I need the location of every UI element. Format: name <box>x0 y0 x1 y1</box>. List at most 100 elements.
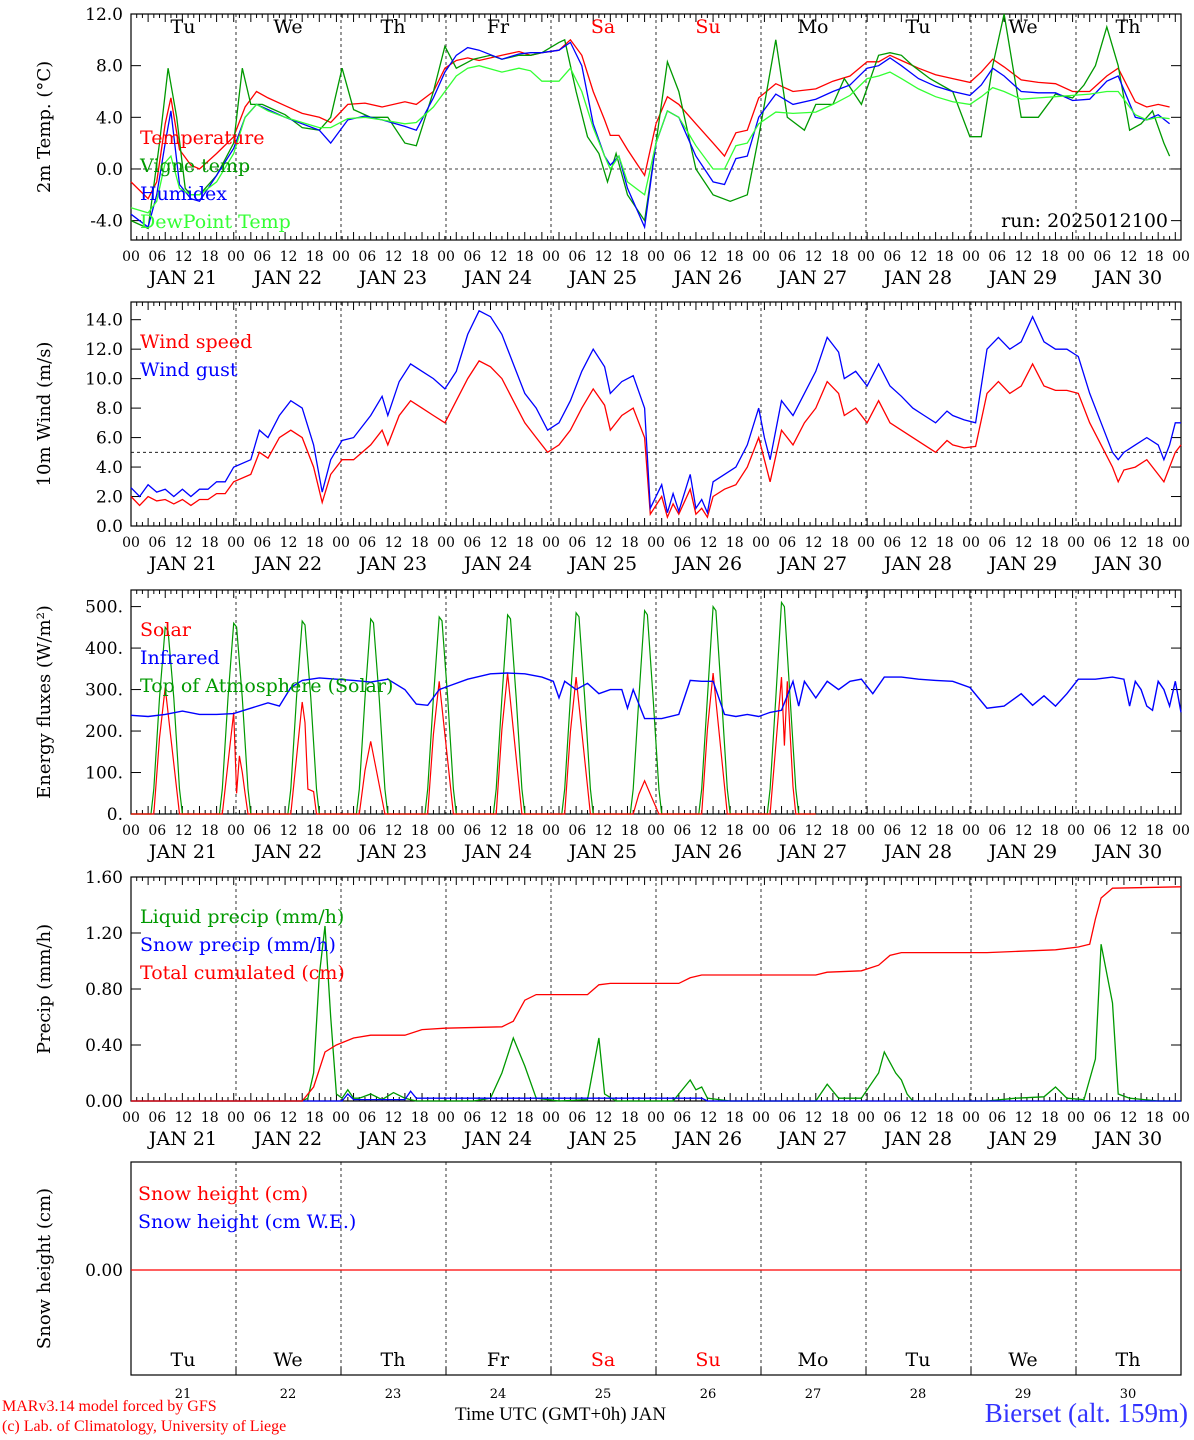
date-label: JAN 26 <box>672 553 742 575</box>
legend-vigne-temp: Vigne temp <box>139 155 250 177</box>
hour-tick-label: 12 <box>700 1110 718 1126</box>
hour-tick-label: 18 <box>1041 823 1059 839</box>
date-label: JAN 25 <box>567 841 637 863</box>
hour-tick-label: 18 <box>936 535 954 551</box>
hour-tick-label: 12 <box>385 823 403 839</box>
hour-tick-label: 06 <box>778 249 796 265</box>
legend-temperature: Temperature <box>140 127 264 149</box>
date-label: JAN 28 <box>882 553 952 575</box>
hour-tick-label: 00 <box>1067 249 1085 265</box>
hour-tick-label: 06 <box>358 249 376 265</box>
series-temperature <box>130 38 1170 200</box>
date-label: JAN 27 <box>777 553 847 575</box>
hour-tick-label: 06 <box>1093 823 1111 839</box>
hour-tick-label: 06 <box>463 249 481 265</box>
series-wind-gust <box>130 309 1181 515</box>
hour-tick-label: 18 <box>411 535 429 551</box>
hour-tick-label: 06 <box>778 535 796 551</box>
hour-tick-label: 06 <box>883 249 901 265</box>
date-label: JAN 24 <box>462 267 532 289</box>
hour-tick-label: 18 <box>621 823 639 839</box>
day-number: 25 <box>595 1387 612 1402</box>
y-tick-label: 6.0 <box>96 429 123 449</box>
hour-tick-label: 18 <box>831 1110 849 1126</box>
series-solar <box>404 681 474 815</box>
legend-wind-gust: Wind gust <box>140 359 238 381</box>
hour-tick-label: 18 <box>831 249 849 265</box>
date-label: JAN 24 <box>462 1128 532 1150</box>
hour-tick-label: 06 <box>358 823 376 839</box>
hour-tick-label: 12 <box>910 535 928 551</box>
day-label: Tu <box>171 1349 196 1371</box>
series-solar <box>541 677 611 815</box>
series-top-of-atmosphere-solar <box>199 621 268 815</box>
hour-tick-label: 06 <box>463 535 481 551</box>
hour-tick-label: 00 <box>962 1110 980 1126</box>
series-snow-precip-mm-h- <box>131 1090 1181 1102</box>
hour-tick-label: 06 <box>883 535 901 551</box>
y-axis-label: 2m Temp. (°C) <box>34 61 55 193</box>
legend-total-cumulated-cm-: Total cumulated (cm) <box>140 962 345 984</box>
y-axis-label: 10m Wind (m/s) <box>34 342 55 487</box>
y-tick-label: 8.0 <box>96 399 123 419</box>
date-label: JAN 28 <box>882 841 952 863</box>
hour-tick-label: 06 <box>148 823 166 839</box>
date-label: JAN 29 <box>987 553 1057 575</box>
hour-tick-label: 18 <box>306 249 324 265</box>
day-number: 26 <box>700 1387 717 1402</box>
day-label: Th <box>381 1349 406 1371</box>
hour-tick-label: 06 <box>253 823 271 839</box>
day-label: We <box>273 16 302 38</box>
series-top-of-atmosphere-solar <box>747 600 816 815</box>
day-label: We <box>1008 16 1037 38</box>
date-label: JAN 24 <box>462 553 532 575</box>
hour-tick-label: 12 <box>175 535 193 551</box>
hour-tick-label: 06 <box>988 249 1006 265</box>
hour-tick-label: 12 <box>490 823 508 839</box>
hour-tick-label: 12 <box>175 1110 193 1126</box>
date-label: JAN 27 <box>777 267 847 289</box>
hour-tick-label: 18 <box>201 249 219 265</box>
hour-tick-label: 12 <box>910 823 928 839</box>
date-label: JAN 30 <box>1092 1128 1162 1150</box>
date-label: JAN 28 <box>882 1128 952 1150</box>
hour-tick-label: 00 <box>332 249 350 265</box>
y-axis-label: Energy fluxes (W/m²) <box>34 605 55 799</box>
legend-top-of-atmosphere-solar-: Top of Atmosphere (Solar) <box>140 675 393 697</box>
hour-tick-label: 00 <box>752 1110 770 1126</box>
hour-tick-label: 12 <box>385 1110 403 1126</box>
hour-tick-label: 00 <box>752 249 770 265</box>
hour-tick-label: 12 <box>1015 1110 1033 1126</box>
day-label: Mo <box>798 1349 829 1371</box>
day-label: Th <box>381 16 406 38</box>
series-solar <box>199 712 268 815</box>
hour-tick-label: 06 <box>568 249 586 265</box>
hour-tick-label: 18 <box>411 823 429 839</box>
series-top-of-atmosphere-solar <box>268 619 337 815</box>
hour-tick-label: 00 <box>962 249 980 265</box>
hour-tick-label: 18 <box>936 823 954 839</box>
y-tick-label: 14.0 <box>85 311 123 331</box>
day-label: Tu <box>906 1349 931 1371</box>
date-label: JAN 22 <box>252 267 322 289</box>
hour-tick-label: 18 <box>831 535 849 551</box>
hour-tick-label: 00 <box>122 249 140 265</box>
y-tick-label: 0. <box>107 805 123 825</box>
series-infrared <box>130 672 1182 720</box>
hour-tick-label: 18 <box>726 823 744 839</box>
hour-tick-label: 06 <box>988 1110 1006 1126</box>
hour-tick-label: 00 <box>542 249 560 265</box>
hour-tick-label: 00 <box>1067 535 1085 551</box>
date-label: JAN 25 <box>567 267 637 289</box>
series-solar <box>610 779 679 815</box>
y-axis-label: Snow height (cm) <box>34 1188 55 1349</box>
date-label: JAN 21 <box>147 1128 217 1150</box>
hour-tick-label: 00 <box>962 535 980 551</box>
hour-tick-label: 18 <box>411 1110 429 1126</box>
hour-tick-label: 06 <box>253 535 271 551</box>
hour-tick-label: 12 <box>1015 249 1033 265</box>
hour-tick-label: 00 <box>857 1110 875 1126</box>
series-solar <box>747 677 816 815</box>
hour-tick-label: 12 <box>1120 1110 1138 1126</box>
